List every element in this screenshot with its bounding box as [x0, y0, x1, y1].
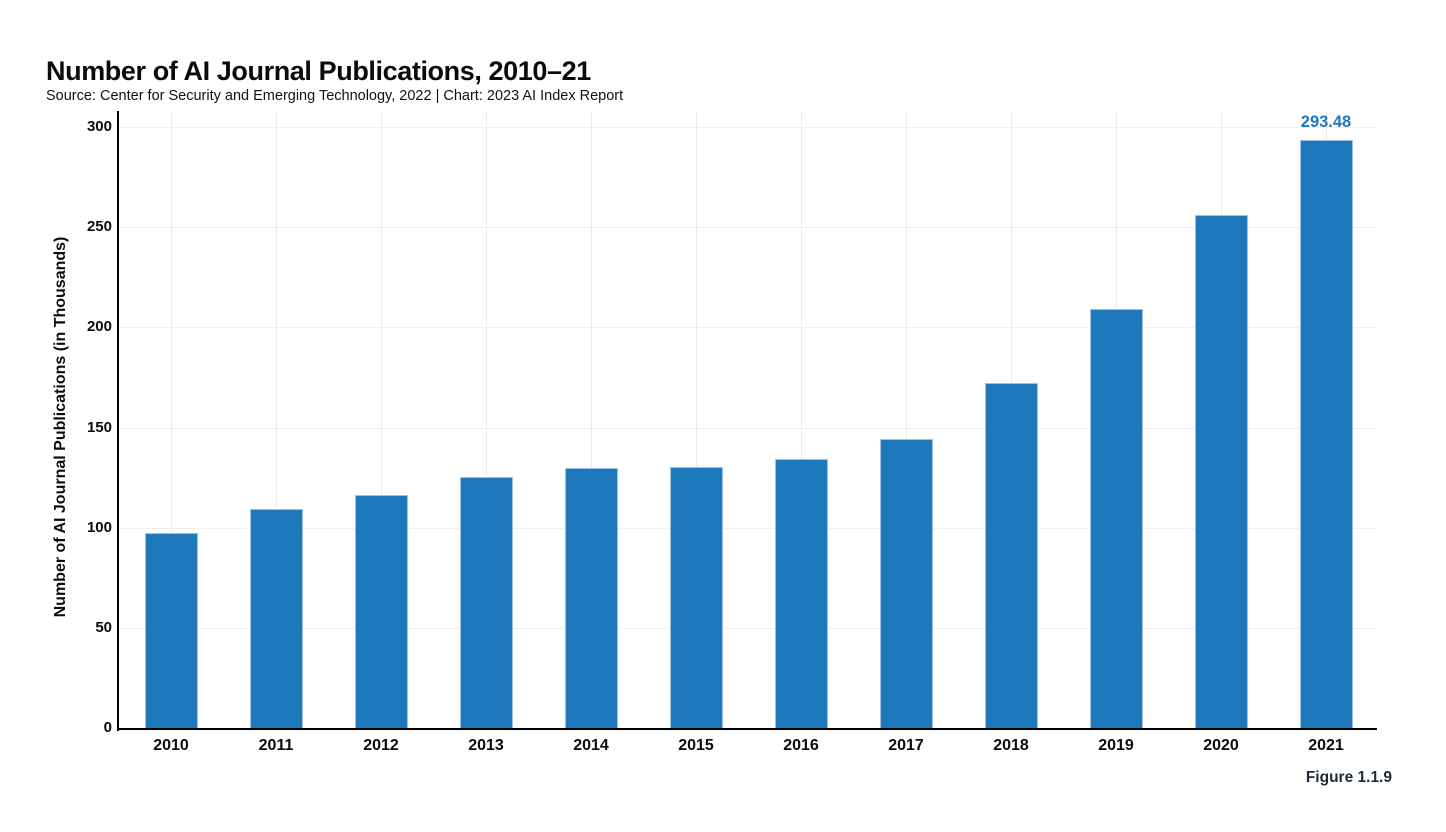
bar-2011 [249, 508, 303, 728]
bar-2016 [774, 458, 828, 728]
horizontal-gridline [117, 127, 1377, 128]
y-tick-label-0: 0 [103, 719, 112, 736]
bar-2012 [354, 494, 408, 728]
y-axis-line [116, 111, 120, 731]
x-tick-label-2011: 2011 [258, 737, 294, 754]
y-tick-label-50: 50 [95, 618, 112, 636]
x-tick-label-2013: 2013 [468, 737, 504, 754]
x-axis-line [116, 727, 1377, 731]
y-tick-label-100: 100 [86, 518, 112, 536]
bar-2010 [144, 532, 198, 728]
horizontal-gridline [117, 327, 1377, 329]
y-tick-label-150: 150 [86, 418, 112, 436]
vertical-gridline [380, 111, 382, 728]
x-tick-label-2017: 2017 [888, 737, 924, 754]
x-tick-label-2016: 2016 [783, 737, 819, 754]
y-tick-label-250: 250 [86, 218, 112, 236]
x-tick-label-2020: 2020 [1203, 737, 1239, 754]
x-tick-label-2021: 2021 [1308, 737, 1344, 754]
chart-source-line: Source: Center for Security and Emerging… [46, 88, 624, 104]
horizontal-gridline [117, 427, 1377, 429]
vertical-gridline [800, 111, 802, 728]
vertical-gridline [275, 111, 277, 728]
x-tick-label-2015: 2015 [678, 737, 714, 754]
chart-title: Number of AI Journal Publications, 2010–… [46, 56, 591, 86]
x-tick-label-2010: 2010 [153, 737, 189, 754]
vertical-gridline [905, 111, 907, 728]
bar-2015 [669, 466, 723, 728]
vertical-gridline [695, 111, 697, 728]
bar-value-label: 293.48 [1300, 113, 1352, 132]
bar-2021 [1299, 140, 1353, 728]
bar-2019 [1089, 309, 1143, 728]
horizontal-gridline [117, 227, 1377, 229]
bar-2020 [1194, 215, 1248, 728]
x-tick-label-2012: 2012 [363, 737, 399, 754]
x-tick-label-2014: 2014 [573, 737, 609, 754]
vertical-gridline [590, 111, 592, 728]
figure-number-label: Figure 1.1.9 [1305, 769, 1392, 786]
bar-2018 [984, 383, 1038, 728]
x-tick-label-2019: 2019 [1098, 737, 1134, 754]
y-tick-label-200: 200 [86, 318, 112, 336]
bar-2013 [459, 476, 513, 728]
vertical-gridline [485, 111, 487, 728]
y-tick-label-300: 300 [86, 118, 112, 135]
vertical-gridline [170, 111, 172, 728]
bar-2017 [879, 438, 933, 728]
horizontal-gridline [117, 527, 1377, 529]
bar-2014 [564, 467, 618, 728]
x-tick-label-2018: 2018 [993, 737, 1029, 754]
horizontal-gridline [117, 627, 1377, 629]
